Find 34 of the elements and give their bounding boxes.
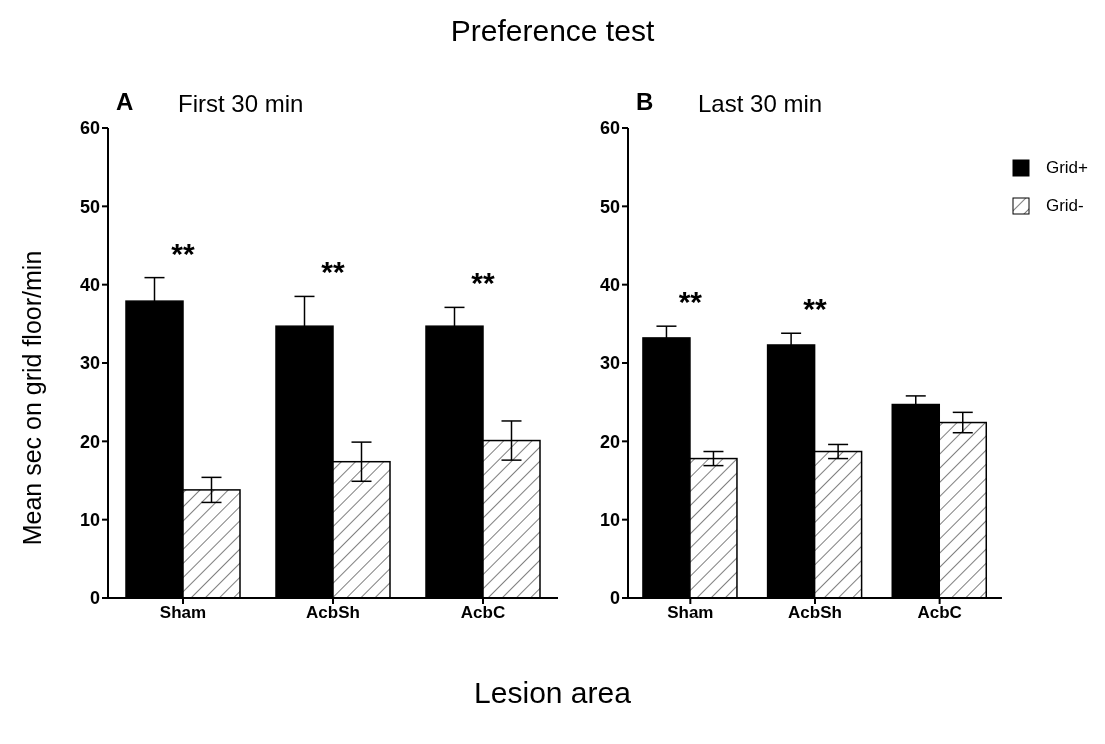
x-tick-label: AcbSh xyxy=(306,603,360,623)
y-tick-label: 50 xyxy=(79,196,100,217)
x-tick-label: AcbSh xyxy=(788,603,842,623)
y-tick-label: 60 xyxy=(79,118,100,139)
annotation: ** xyxy=(803,292,827,326)
x-tick-label: Sham xyxy=(159,603,207,623)
annotation: ** xyxy=(321,255,345,289)
y-tick-label: 0 xyxy=(89,588,100,609)
text: A xyxy=(116,88,134,116)
x-tick-label: Sham xyxy=(667,603,714,623)
y-tick-label: 10 xyxy=(79,510,100,531)
y-tick-label: 30 xyxy=(79,353,100,374)
y-tick-label: 10 xyxy=(599,510,620,531)
text: Lesion area xyxy=(473,676,632,710)
y-tick-label: 20 xyxy=(79,431,100,452)
y-tick-label: 0 xyxy=(609,588,620,609)
text: B xyxy=(636,88,654,116)
legend-label: Grid- xyxy=(1045,196,1084,216)
chart-title: Last 30 min xyxy=(698,90,823,118)
x-tick-label: AcbC xyxy=(917,603,962,623)
legend-label: Grid+ xyxy=(1045,158,1088,178)
annotation: ** xyxy=(471,266,495,300)
y-tick-label: 60 xyxy=(599,118,620,139)
y-tick-label: 40 xyxy=(599,275,620,296)
text: Preference test xyxy=(449,14,656,48)
y-tick-label: 50 xyxy=(599,196,620,217)
y-axis-title: Mean sec on grid floor/min xyxy=(17,250,47,546)
annotation: ** xyxy=(171,236,195,270)
x-tick-label: AcbC xyxy=(460,603,506,623)
chart-title: First 30 min xyxy=(178,90,304,118)
y-tick-label: 30 xyxy=(599,353,620,374)
annotation: ** xyxy=(678,285,703,319)
y-tick-label: 20 xyxy=(599,431,620,452)
y-tick-label: 40 xyxy=(79,275,100,296)
